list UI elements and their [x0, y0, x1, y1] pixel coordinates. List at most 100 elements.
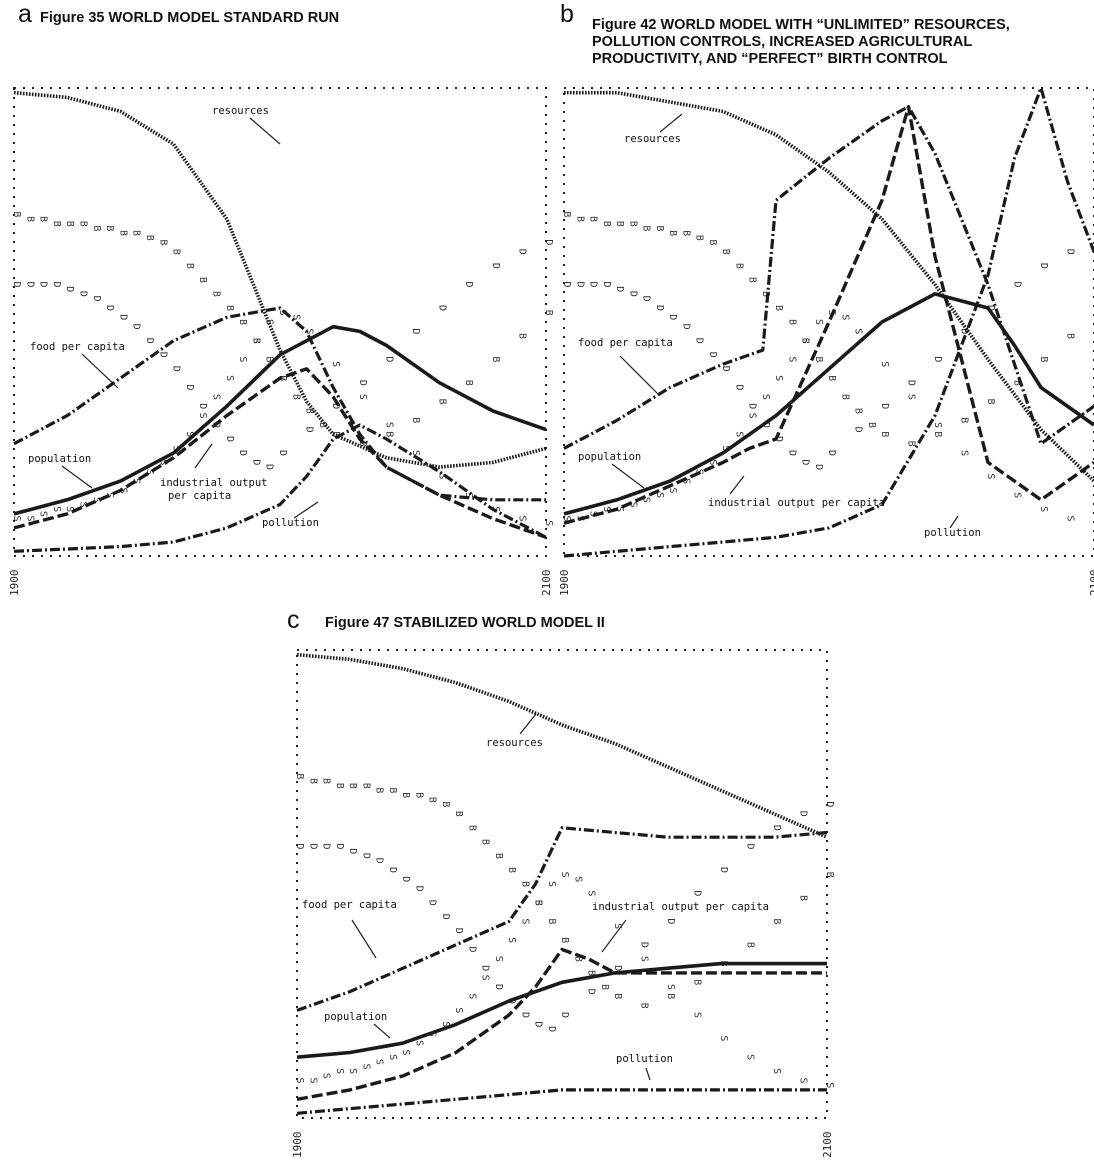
- letter-marker: D: [440, 914, 451, 920]
- letter-marker: B: [307, 778, 318, 784]
- letter-marker: B: [237, 319, 248, 325]
- letter-marker: D: [639, 942, 650, 948]
- letter-marker: S: [985, 473, 996, 479]
- letter-marker: S: [692, 1012, 703, 1018]
- letter-marker: B: [317, 422, 328, 428]
- letter-marker: B: [985, 399, 996, 405]
- letter-marker: B: [932, 431, 943, 437]
- series-line-industrial-output-per-capita: [563, 105, 1094, 525]
- letter-marker: D: [294, 844, 305, 850]
- plot-frame: [13, 87, 547, 557]
- series-annotation: pollution: [262, 517, 319, 529]
- letter-marker: D: [773, 436, 784, 442]
- letter-marker: S: [561, 516, 572, 522]
- letter-marker: S: [171, 445, 182, 451]
- letter-marker: S: [250, 338, 261, 344]
- letter-marker: D: [906, 380, 917, 386]
- letter-marker: B: [707, 239, 718, 245]
- letter-marker: B: [38, 216, 49, 222]
- letter-marker: S: [410, 450, 421, 456]
- letter-marker: B: [601, 221, 612, 227]
- letter-marker: S: [641, 497, 652, 503]
- letter-marker: S: [1038, 506, 1049, 512]
- letter-marker: D: [985, 305, 996, 311]
- letter-marker: D: [720, 366, 731, 372]
- letter-marker: D: [533, 1021, 544, 1027]
- letter-marker: B: [639, 1003, 650, 1009]
- letter-marker: S: [307, 1078, 318, 1084]
- letter-marker: B: [250, 338, 261, 344]
- letter-marker: B: [692, 979, 703, 985]
- series-line-resources: [564, 90, 1094, 483]
- letter-marker: D: [383, 356, 394, 362]
- letter-marker: B: [157, 239, 168, 245]
- letter-marker: B: [104, 225, 115, 231]
- letter-marker: S: [131, 478, 142, 484]
- letter-marker: D: [1038, 263, 1049, 269]
- letter-marker: D: [437, 305, 448, 311]
- series-line-industrial-output-per-capita: [296, 947, 827, 1101]
- letter-marker: S: [440, 1021, 451, 1027]
- letter-marker: D: [131, 324, 142, 330]
- annotation-leader: [249, 117, 281, 145]
- letter-marker: S: [546, 881, 557, 887]
- letter-marker: S: [906, 394, 917, 400]
- letter-marker: D: [330, 403, 341, 409]
- letter-marker: D: [680, 324, 691, 330]
- letter-marker: B: [773, 305, 784, 311]
- letter-marker: S: [879, 361, 890, 367]
- panel-letter: b: [560, 0, 574, 28]
- letter-marker: B: [694, 235, 705, 241]
- series-annotation: industrial output per capita: [592, 901, 769, 913]
- letter-marker: S: [639, 956, 650, 962]
- letter-marker: S: [38, 511, 49, 517]
- letter-marker: D: [264, 464, 275, 470]
- letter-marker: B: [347, 783, 358, 789]
- letter-marker: B: [334, 783, 345, 789]
- chart-b: BBBBBBBBBBBBBBBBBBBBBBBBBBBBBBBBBDDDDDDD…: [558, 86, 1094, 596]
- letter-marker: B: [906, 441, 917, 447]
- letter-marker: B: [745, 942, 756, 948]
- letter-marker: S: [798, 1078, 809, 1084]
- letter-marker: B: [24, 216, 35, 222]
- letter-marker: D: [427, 900, 438, 906]
- letter-marker: D: [733, 385, 744, 391]
- letter-marker: B: [78, 221, 89, 227]
- letter-marker: S: [290, 314, 301, 320]
- letter-marker: D: [1012, 282, 1023, 288]
- letter-marker: D: [654, 305, 665, 311]
- letter-marker: B: [383, 431, 394, 437]
- letter-marker: S: [104, 492, 115, 498]
- letter-marker: B: [480, 839, 491, 845]
- letter-marker: S: [211, 394, 222, 400]
- letter-marker: D: [546, 1026, 557, 1032]
- letter-marker: S: [453, 1007, 464, 1013]
- annotation-leader: [194, 443, 213, 469]
- letter-marker: D: [357, 380, 368, 386]
- letter-marker: B: [360, 783, 371, 789]
- letter-marker: B: [463, 380, 474, 386]
- letter-marker: B: [614, 221, 625, 227]
- letter-marker: S: [466, 993, 477, 999]
- letter-marker: S: [184, 431, 195, 437]
- panel-letter: c: [287, 606, 300, 634]
- letter-marker: B: [453, 811, 464, 817]
- series-line-population: [296, 961, 827, 1059]
- annotation-leader: [81, 353, 119, 389]
- letter-marker: B: [826, 375, 837, 381]
- letter-marker: S: [374, 1059, 385, 1065]
- letter-marker: B: [680, 230, 691, 236]
- letter-marker: B: [839, 394, 850, 400]
- annotation-leader: [351, 919, 377, 959]
- letter-marker: B: [506, 867, 517, 873]
- letter-marker: S: [533, 900, 544, 906]
- letter-marker: S: [614, 506, 625, 512]
- letter-marker: D: [304, 427, 315, 433]
- series-line-pollution: [563, 86, 1094, 558]
- letter-marker: B: [184, 263, 195, 269]
- letter-marker: B: [574, 216, 585, 222]
- letter-marker: D: [24, 282, 35, 288]
- series-annotation: food per capita: [578, 337, 673, 349]
